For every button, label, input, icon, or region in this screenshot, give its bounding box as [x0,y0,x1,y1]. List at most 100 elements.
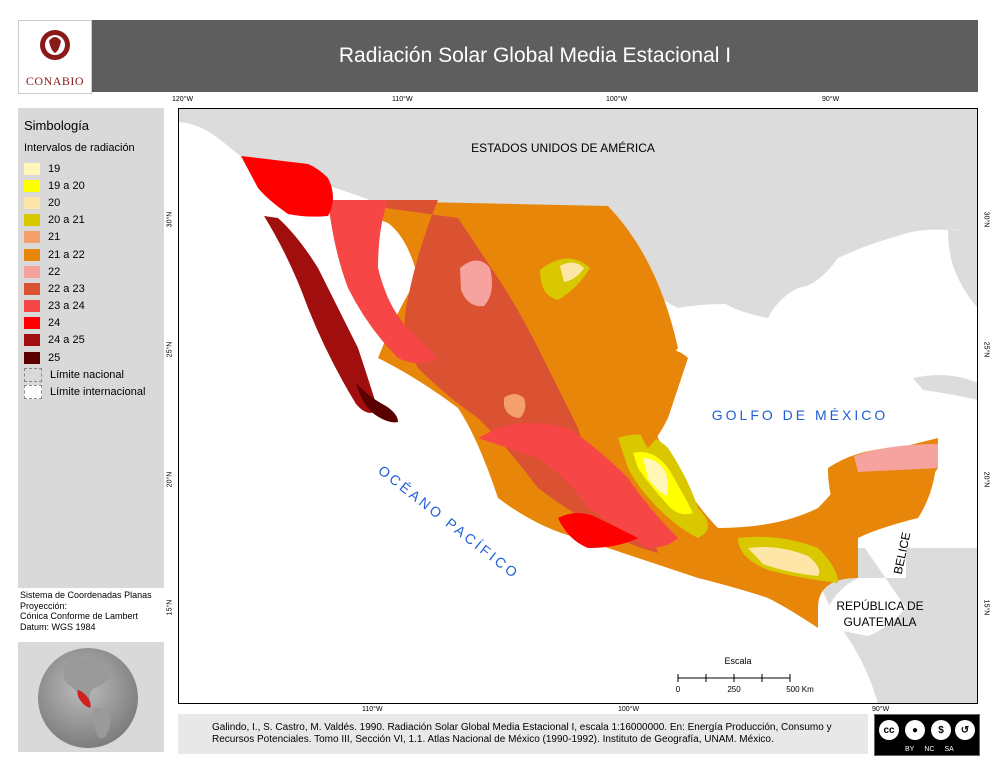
legend-label: 22 a 23 [48,282,85,295]
coord-line: Sistema de Coordenadas Planas [20,590,152,600]
tick-right: 30°N [982,211,990,228]
region-24-north [241,156,333,217]
legend-item: Límite internacional [24,383,145,400]
legend-label: 19 [48,162,61,175]
florida-landmass [948,226,978,308]
sa-sharealike-icon: ↺ [955,720,975,740]
cuba-landmass [913,374,978,400]
region-25-baja-tip [356,383,398,423]
legend-subtitle: Intervalos de radiación [24,142,135,154]
cc-label-nc: NC [924,746,935,753]
legend-item: 22 [24,263,145,280]
legend-label: Límite nacional [50,368,124,381]
coord-line: Datum: WGS 1984 [20,621,96,632]
logo-text: CONABIO [25,74,85,88]
tick-bottom: 110°W [362,706,383,713]
legend-swatch [24,282,40,295]
legend-label: 25 [48,351,61,364]
cc-license-badge[interactable]: cc ● $ ↺ BY NC SA [874,714,980,756]
legend-item: 24 a 25 [24,332,145,349]
tick-right: 25°N [982,341,990,358]
citation-text: Galindo, I., S. Castro, M. Valdés. 1990.… [212,722,832,745]
legend-item: Límite nacional [24,366,145,383]
guatemala-region [828,538,906,636]
legend-item: 21 a 22 [24,246,145,263]
legend-label: 23 a 24 [48,300,85,313]
legend-label: 22 [48,265,61,278]
tick-top: 120°W [172,96,194,103]
tick-top: 100°W [606,96,628,103]
tick-left: 25°N [166,341,174,358]
gulf-label: GOLFO DE MÉXICO [712,407,888,423]
cc-label-sa: SA [944,746,954,753]
legend-item: 20 a 21 [24,212,145,229]
globe-icon [38,648,138,748]
tick-top: 90°W [822,96,840,103]
legend-list: 19 19 a 20 20 20 a 21 21 21 a 22 22 22 a 23 23 a… [24,160,145,401]
legend-item: 19 a 20 [24,177,145,194]
coord-line: Cónica Conforme de Lambert [20,611,139,621]
legend-swatch [24,248,40,261]
region-23-24-south [478,423,678,548]
globe-locator [18,642,164,752]
legend-swatch [24,265,40,278]
legend-label: 20 [48,196,61,209]
tick-left: 20°N [166,471,174,488]
guatemala-label-line1: REPÚBLICA DE [836,598,923,613]
scale-title: Escala [724,656,751,666]
legend-swatch [24,334,40,347]
region-21-zacatecas [504,394,526,418]
guatemala-label-line2: GUATEMALA [843,615,916,629]
legend-swatch [24,231,40,244]
usa-label: ESTADOS UNIDOS DE AMÉRICA [471,140,655,155]
legend-title: Simbología [24,118,90,133]
legend-item: 22 a 23 [24,280,145,297]
cc-label-by: BY [905,746,915,753]
legend-swatch [24,367,42,382]
region-20-coahuila [560,262,584,282]
region-22-yucatan [854,444,938,472]
radiation-map: ESTADOS UNIDOS DE AMÉRICA GOLFO DE MÉXIC… [178,108,978,704]
legend-label: 20 a 21 [48,214,85,227]
legend-swatch [24,196,40,209]
tick-bottom: 100°W [618,706,640,713]
region-23-24-north [328,200,438,363]
scale-bar: Escala 0 250 500 Km [676,656,814,694]
legend-swatch [24,317,40,330]
legend-label: 21 a 22 [48,248,85,261]
conabio-logo: CONABIO [18,20,92,94]
conabio-emblem-icon [40,30,70,60]
legend-label: 24 a 25 [48,334,85,347]
tick-right: 20°N [982,471,990,488]
legend-label: Límite internacional [50,386,146,399]
legend-item: 19 [24,160,145,177]
title-bar: Radiación Solar Global Media Estacional … [92,20,978,92]
legend-label: 19 a 20 [48,179,85,192]
legend-swatch [24,162,40,175]
scale-tick-500: 500 Km [786,685,814,694]
nc-noncommercial-icon: $ [931,720,951,740]
legend-item: 21 [24,229,145,246]
region-22-chihuahua [460,260,492,307]
region-20 [748,547,820,576]
map-title: Radiación Solar Global Media Estacional … [338,44,732,67]
legend-item: 20 [24,194,145,211]
region-19 [643,458,668,496]
tick-left: 30°N [166,211,174,228]
region-24-south [558,513,638,548]
map-frame: ESTADOS UNIDOS DE AMÉRICA GOLFO DE MÉXIC… [178,108,978,704]
tick-right: 15°N [982,599,990,616]
legend-swatch [24,300,40,313]
legend-swatch [24,179,40,192]
coordinate-system-note: Sistema de Coordenadas Planas Proyección… [18,590,164,638]
cc-icon: cc [879,720,899,740]
tick-top: 110°W [392,96,413,103]
tick-bottom: 90°W [872,706,890,713]
region-24-25-baja [264,216,378,413]
legend-item: 24 [24,315,145,332]
map-border [178,108,978,704]
legend-label: 24 [48,317,61,330]
legend-item: 23 a 24 [24,298,145,315]
legend-swatch [24,351,40,364]
legend-label: 21 [48,231,61,244]
